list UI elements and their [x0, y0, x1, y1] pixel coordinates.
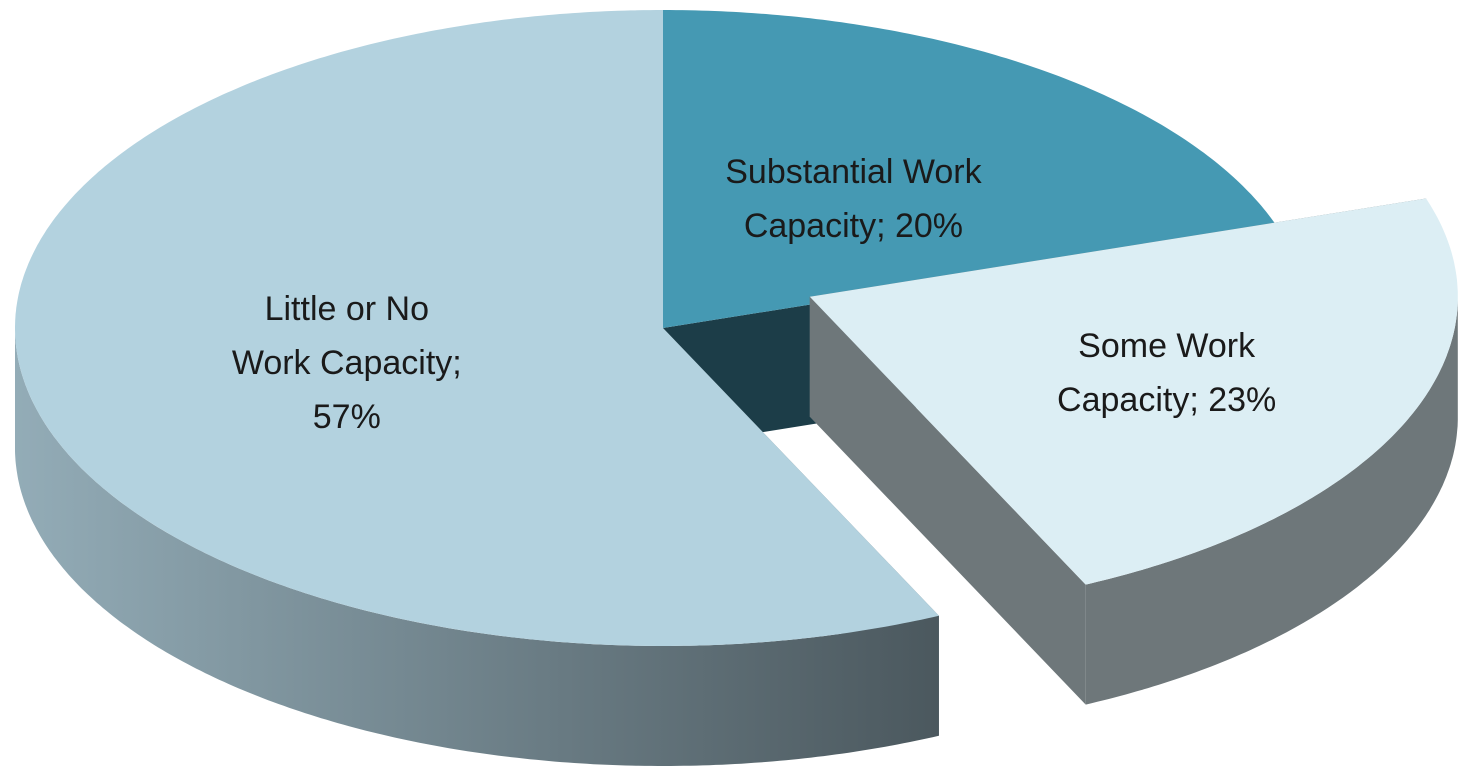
pie-slice: [15, 10, 939, 766]
data-label: Some Work Capacity; 23%: [1057, 326, 1277, 419]
slice-side: [1085, 296, 1458, 705]
pie-slice: [809, 198, 1458, 705]
data-label: Little or No Work Capacity; 57%: [231, 289, 462, 436]
slice-side: [15, 328, 939, 766]
data-label: Substantial Work Capacity; 20%: [725, 153, 982, 246]
slice-wall: [809, 296, 1086, 705]
slice-top: [15, 10, 939, 646]
slice-top: [809, 198, 1458, 585]
